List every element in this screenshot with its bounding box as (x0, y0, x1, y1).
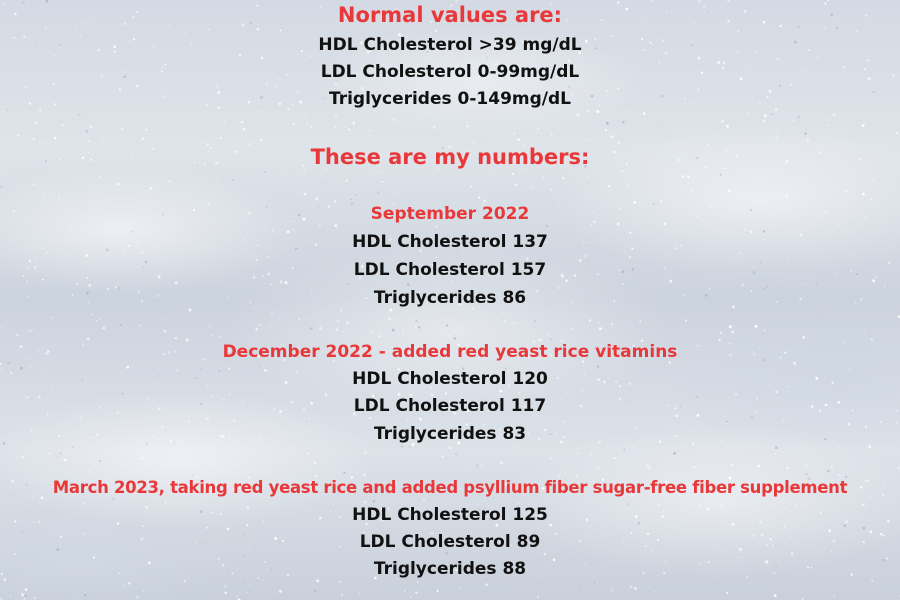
reading-hdl: HDL Cholesterol 120 (352, 369, 548, 389)
reading-label: September 2022 (370, 204, 530, 224)
normal-values-heading: Normal values are: (337, 3, 563, 27)
reading-hdl: HDL Cholesterol 137 (352, 232, 548, 252)
normal-hdl: HDL Cholesterol >39 mg/dL (318, 35, 582, 55)
reading-hdl: HDL Cholesterol 125 (352, 505, 548, 525)
reading-label: March 2023, taking red yeast rice and ad… (52, 478, 848, 497)
normal-triglycerides: Triglycerides 0-149mg/dL (328, 89, 572, 109)
reading-triglycerides: Triglycerides 88 (373, 559, 527, 579)
reading-triglycerides: Triglycerides 86 (373, 288, 527, 308)
normal-ldl: LDL Cholesterol 0-99mg/dL (320, 62, 580, 82)
reading-ldl: LDL Cholesterol 117 (353, 396, 547, 416)
reading-label: December 2022 - added red yeast rice vit… (222, 342, 678, 362)
reading-triglycerides: Triglycerides 83 (373, 424, 527, 444)
reading-ldl: LDL Cholesterol 89 (359, 532, 541, 552)
reading-ldl: LDL Cholesterol 157 (353, 260, 547, 280)
my-numbers-heading: These are my numbers: (310, 145, 590, 169)
